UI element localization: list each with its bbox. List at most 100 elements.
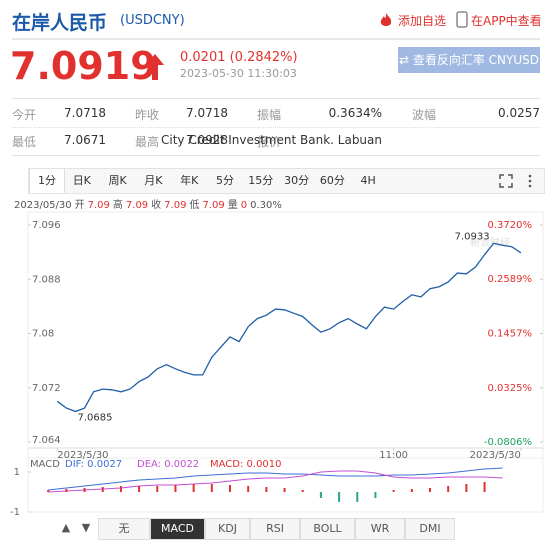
stat-label: 今开 xyxy=(12,108,37,122)
stat-value: 7.0718 xyxy=(186,106,228,120)
change: 0.0201 (0.2842%) xyxy=(180,50,298,65)
reverse-rate-button[interactable]: ⇄ 查看反向汇率 CNYUSD xyxy=(398,47,540,73)
period-tab[interactable]: 60分 xyxy=(319,174,345,187)
divider xyxy=(12,98,540,99)
title: 在岸人民币 xyxy=(12,12,108,34)
y-tick-label: 7.096 xyxy=(32,220,61,231)
period-tab[interactable]: 周K xyxy=(108,174,127,187)
macd-bar xyxy=(229,485,231,492)
macd-bar xyxy=(283,488,286,492)
period-tab[interactable]: 15分 xyxy=(248,174,274,187)
y2-tick-label: 0.3720% xyxy=(488,220,533,231)
indicator-tab[interactable]: BOLL xyxy=(300,518,355,540)
down-button[interactable]: ▼ xyxy=(81,521,91,534)
period-tab[interactable]: 年K xyxy=(180,174,199,187)
open-app[interactable]: 在APP中查看 xyxy=(471,14,542,28)
button-text: 查看反向汇率 CNYUSD xyxy=(412,53,540,67)
macd-title: MACD xyxy=(30,459,60,470)
indicator-tab[interactable]: DMI xyxy=(405,518,455,540)
y2-tick-label: 0.2589% xyxy=(488,274,533,285)
indicator-tab[interactable]: MACD xyxy=(150,518,205,540)
indicator-tab[interactable]: RSI xyxy=(250,518,300,540)
macd-bar xyxy=(301,490,304,492)
macd-bar xyxy=(319,492,322,498)
stat-value: 0.3634% xyxy=(328,106,382,120)
info-item: 7.09 xyxy=(164,200,187,211)
macd-bar xyxy=(47,490,50,492)
legend-entry: MACD: 0.0010 xyxy=(210,459,282,470)
divider xyxy=(12,38,540,40)
info-item: 0.30% xyxy=(250,200,282,211)
macd-bar xyxy=(138,486,141,492)
y2-tick-label: 0.0325% xyxy=(488,383,533,394)
x-tick-label: 2023/5/30 xyxy=(57,450,108,461)
stat-label: 最高 xyxy=(135,135,160,149)
macd-bar xyxy=(465,484,468,492)
indicator-tab[interactable]: WR xyxy=(355,518,405,540)
y-tick-label: 7.072 xyxy=(32,383,61,394)
info-item: 7.09 xyxy=(87,200,110,211)
info-item: 7.09 xyxy=(125,200,149,211)
macd-line xyxy=(48,470,503,493)
macd-bar xyxy=(483,482,486,492)
stat-value: 7.0718 xyxy=(64,106,106,120)
stat-value: City Credit Investment Bank. Labuan xyxy=(160,133,382,147)
swap-icon: ⇄ xyxy=(398,53,413,67)
macd-bar xyxy=(429,488,431,492)
macd-bar xyxy=(447,486,450,492)
macd-bar xyxy=(174,485,177,492)
info-item: 开 xyxy=(74,200,85,211)
period-tab[interactable]: 月K xyxy=(144,174,163,187)
y-tick-label: -1 xyxy=(10,507,20,515)
info-item: 量 xyxy=(227,200,238,211)
divider xyxy=(12,127,540,128)
info-line: 2023/05/30 开 7.09 高 7.09 收 7.09 低 7.09 量 0 0.30% xyxy=(14,196,285,211)
stat-label: 最低 xyxy=(12,135,37,149)
code: (USDCNY) xyxy=(120,13,185,28)
more-icon[interactable] xyxy=(527,174,533,188)
info-item: 收 xyxy=(151,200,162,211)
period-tab[interactable]: 5分 xyxy=(216,174,234,187)
stat-value: 7.0928 xyxy=(186,133,228,147)
macd-bar xyxy=(210,484,213,492)
y2-tick-label: 0.1457% xyxy=(488,329,533,340)
period-tab[interactable]: 4H xyxy=(360,174,376,187)
period-tab[interactable]: 日K xyxy=(72,174,91,187)
macd-bar xyxy=(410,489,413,492)
y-tick-label: 7.064 xyxy=(32,435,61,446)
macd-bar xyxy=(65,489,68,492)
macd-bar xyxy=(83,488,86,492)
x-tick-label: 2023/5/30 xyxy=(470,450,521,461)
y-tick-label: 7.088 xyxy=(32,274,61,285)
chart: 新浪财经 7.096 7.088 7.08 7.072 7.064 0.3720% 0.258… xyxy=(10,211,544,515)
chart-frame xyxy=(27,211,544,513)
macd-bar xyxy=(192,484,195,492)
price: 7.0919 xyxy=(10,44,157,88)
macd-line xyxy=(48,467,503,491)
stat-label: 振幅 xyxy=(257,108,282,122)
info-item: 高 xyxy=(112,200,123,211)
macd-bar xyxy=(265,487,268,492)
indicator-tab[interactable]: 无 xyxy=(98,518,150,540)
macd-bar xyxy=(156,486,159,492)
stat-label: 昨收 xyxy=(135,108,160,122)
info-item: 7.09 xyxy=(202,200,225,211)
max-label: 7.0933 xyxy=(455,231,490,242)
x-tick-label: 11:00 xyxy=(379,450,408,461)
add-watchlist[interactable]: 添加自选 xyxy=(398,14,447,28)
macd-bar xyxy=(356,492,359,502)
indicator-tab[interactable]: KDJ xyxy=(205,518,250,540)
legend-entry: DEA: 0.0022 xyxy=(137,459,199,470)
info-item: 0 xyxy=(240,200,248,211)
divider xyxy=(12,155,540,156)
legend-entry: DIF: 0.0027 xyxy=(65,459,122,470)
macd-bar xyxy=(247,486,250,492)
up-button[interactable]: ▲ xyxy=(61,521,71,534)
time: 2023-05-30 11:30:03 xyxy=(180,67,297,80)
period-tab[interactable]: 1分 xyxy=(29,169,65,193)
price-line xyxy=(56,242,522,413)
period-tab[interactable]: 30分 xyxy=(284,174,310,187)
info-item: 低 xyxy=(189,200,200,211)
fullscreen-icon[interactable] xyxy=(499,174,513,188)
